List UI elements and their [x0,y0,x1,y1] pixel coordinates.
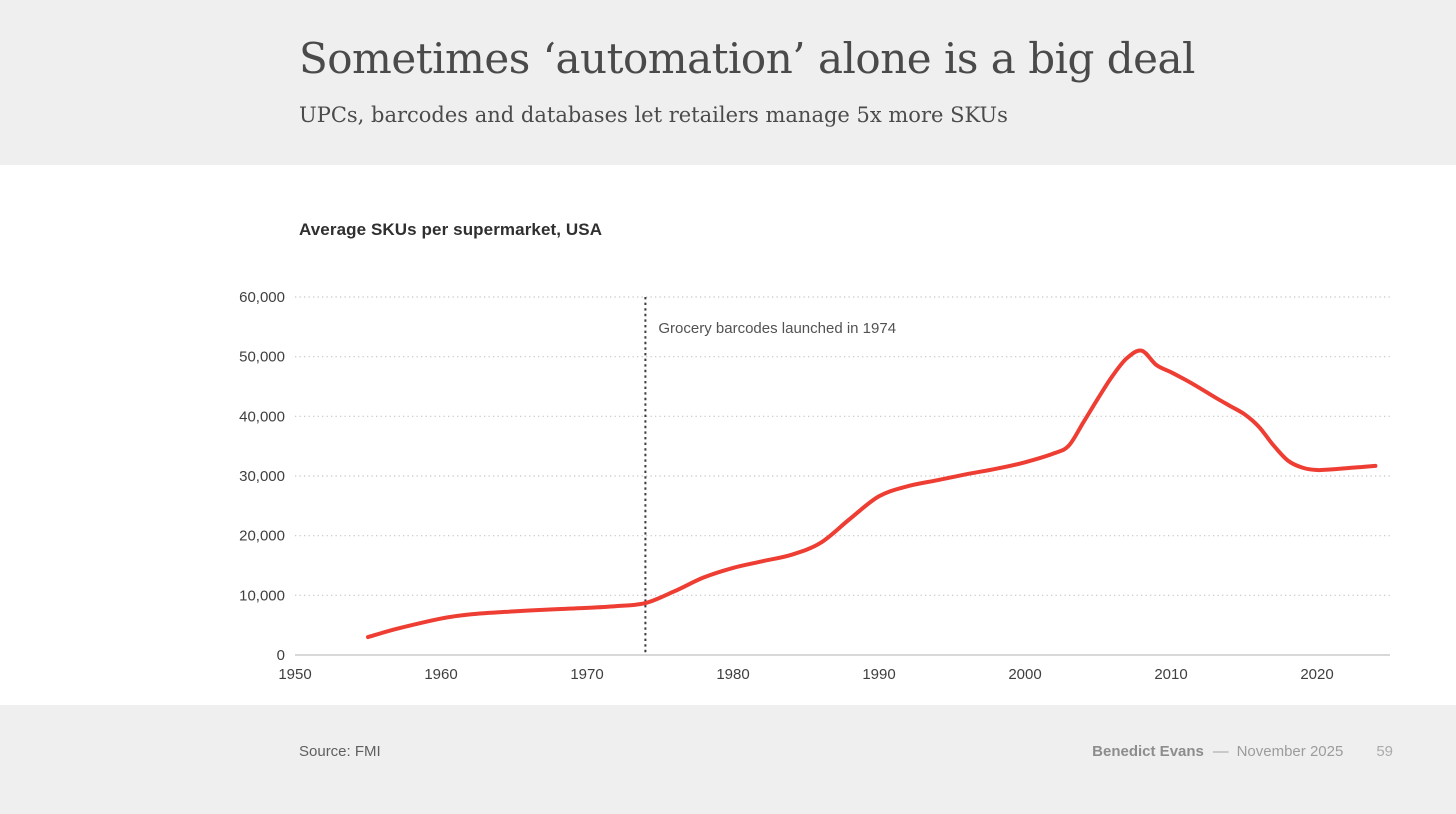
author-name: Benedict Evans [1092,743,1204,760]
x-tick-label: 2000 [1008,666,1041,683]
footer-band [0,705,1456,814]
sku-series-line [366,348,1378,640]
x-tick-label: 1990 [862,666,895,683]
chart-title: Average SKUs per supermarket, USA [299,220,603,239]
footer-date: November 2025 [1236,743,1344,760]
y-tick-label: 0 [277,647,285,664]
y-tick-label: 10,000 [239,587,285,604]
y-tick-label: 40,000 [239,408,285,425]
source-label: Source: FMI [299,743,381,760]
annotation-label: Grocery barcodes launched in 1974 [658,320,896,337]
page-number: 59 [1376,743,1393,760]
footer-credits: Benedict Evans –– November 2025 59 [1092,743,1393,760]
x-tick-label: 2010 [1154,666,1187,683]
y-tick-label: 20,000 [239,528,285,545]
slide-title: Sometimes ‘automation’ alone is a big de… [299,34,1195,83]
y-tick-label: 60,000 [239,289,285,306]
x-tick-label: 1970 [570,666,603,683]
footer-separator: –– [1212,743,1229,760]
x-tick-label: 1980 [716,666,749,683]
x-tick-label: 2020 [1300,666,1333,683]
y-tick-label: 30,000 [239,468,285,485]
x-tick-label: 1960 [424,666,457,683]
x-tick-label: 1950 [278,666,311,683]
y-tick-label: 50,000 [239,349,285,366]
header-band [0,0,1456,165]
slide-subtitle: UPCs, barcodes and databases let retaile… [299,103,1008,127]
sku-line-chart: 0 10,000 20,000 30,000 40,000 50,000 60,000 195… [239,289,1390,683]
